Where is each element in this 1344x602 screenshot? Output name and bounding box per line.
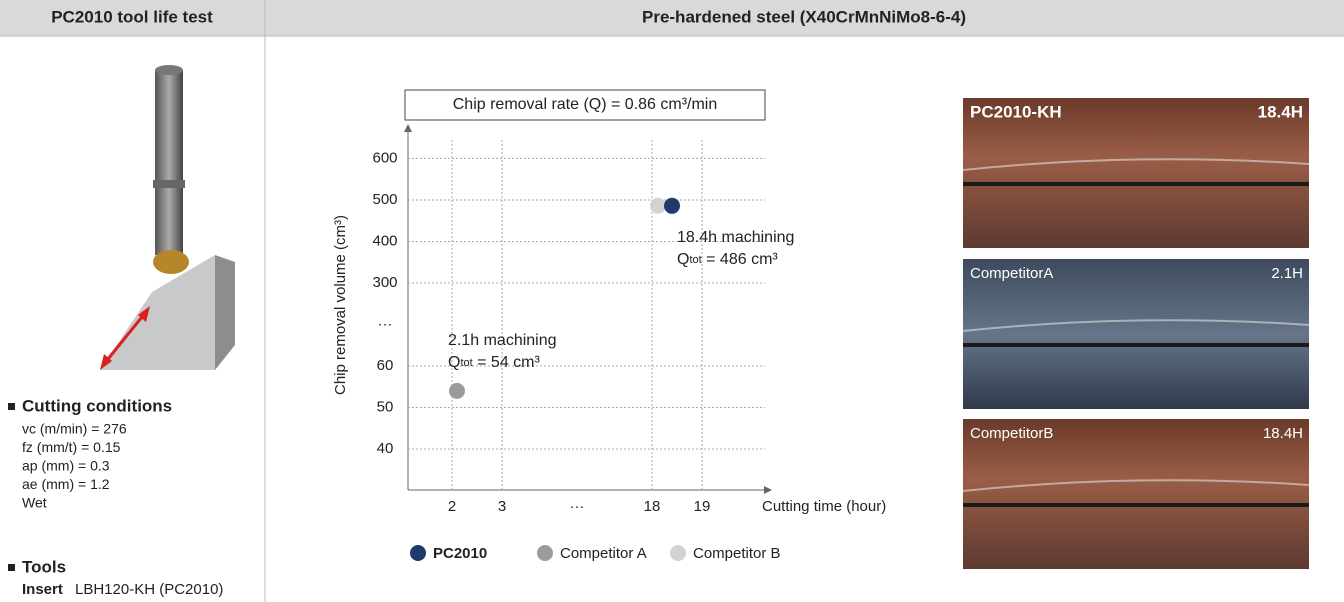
- annotation-part: tot: [689, 254, 701, 266]
- y-tick-label: ···: [378, 315, 393, 332]
- bullet: [8, 403, 15, 410]
- annotation-part: = 54 cm³: [473, 354, 541, 371]
- x-tick-label: 19: [694, 498, 711, 515]
- x-tick-label: 2: [448, 498, 456, 515]
- legend-marker: [537, 545, 553, 561]
- data-point: [664, 197, 680, 214]
- annotation: Qtot = 486 cm³: [677, 251, 778, 268]
- annotation-part: tot: [460, 357, 472, 369]
- x-tick-label: 18: [644, 498, 661, 515]
- legend-label: PC2010: [433, 545, 487, 562]
- photo-time: 2.1H: [1271, 265, 1303, 282]
- x-axis-label: Cutting time (hour): [762, 498, 886, 515]
- data-point: [650, 197, 666, 214]
- photo-edge: [962, 319, 1310, 332]
- chart-title: Chip removal rate (Q) = 0.86 cm³/min: [453, 96, 718, 113]
- header-bar: [0, 0, 1344, 36]
- data-point: [449, 382, 465, 399]
- photo: [963, 259, 1309, 409]
- photo-time: 18.4H: [1263, 425, 1303, 442]
- y-tick-label: 400: [372, 232, 397, 249]
- header-left: PC2010 tool life test: [51, 7, 213, 26]
- annotation-part: Q: [448, 354, 460, 371]
- bullet: [8, 564, 15, 571]
- photo-split: [963, 182, 1309, 186]
- photo-label: PC2010-KH: [970, 102, 1062, 121]
- tool-illustration: [100, 65, 235, 370]
- tools-title: Tools: [22, 557, 66, 576]
- axis-arrow: [764, 486, 772, 494]
- header-right: Pre-hardened steel (X40CrMnNiMo8-6-4): [642, 7, 966, 26]
- annotation: 18.4h machining: [677, 229, 794, 246]
- condition: vc (m/min) = 276: [22, 421, 127, 437]
- y-tick-label: 50: [377, 398, 394, 415]
- photo-label: CompetitorB: [970, 425, 1053, 442]
- photo-edge: [962, 479, 1310, 492]
- legend-marker: [670, 545, 686, 561]
- photo-split: [963, 503, 1309, 507]
- photo-time: 18.4H: [1258, 102, 1303, 121]
- y-tick-label: 300: [372, 274, 397, 291]
- y-tick-label: 600: [372, 149, 397, 166]
- legend-marker: [410, 545, 426, 561]
- photo-split: [963, 343, 1309, 347]
- conditions-title: Cutting conditions: [22, 396, 172, 415]
- photo: [963, 419, 1309, 569]
- tools-text: LBH120-KH (PC2010): [75, 581, 223, 598]
- axis-arrow: [404, 124, 412, 132]
- y-tick-label: 40: [377, 440, 394, 457]
- legend-label: Competitor A: [560, 545, 647, 562]
- annotation-part: Q: [677, 251, 689, 268]
- annotation: 2.1h machining: [448, 332, 557, 349]
- photo-label: CompetitorA: [970, 265, 1053, 282]
- y-tick-label: 500: [372, 191, 397, 208]
- chart-title-box: [404, 89, 766, 121]
- y-tick-label: 60: [377, 357, 394, 374]
- y-axis-label: Chip removal volume (cm³): [332, 215, 349, 395]
- legend-label: Competitor B: [693, 545, 781, 562]
- condition: ae (mm) = 1.2: [22, 476, 110, 492]
- condition: Wet: [22, 495, 47, 511]
- x-tick-label: ···: [570, 498, 585, 515]
- photo: [963, 98, 1309, 248]
- annotation-part: = 486 cm³: [702, 251, 779, 268]
- tools-label: Insert: [22, 581, 63, 598]
- condition: fz (mm/t) = 0.15: [22, 439, 121, 455]
- x-tick-label: 3: [498, 498, 506, 515]
- photo-edge: [962, 158, 1310, 171]
- condition: ap (mm) = 0.3: [22, 458, 110, 474]
- annotation: Qtot = 54 cm³: [448, 354, 540, 371]
